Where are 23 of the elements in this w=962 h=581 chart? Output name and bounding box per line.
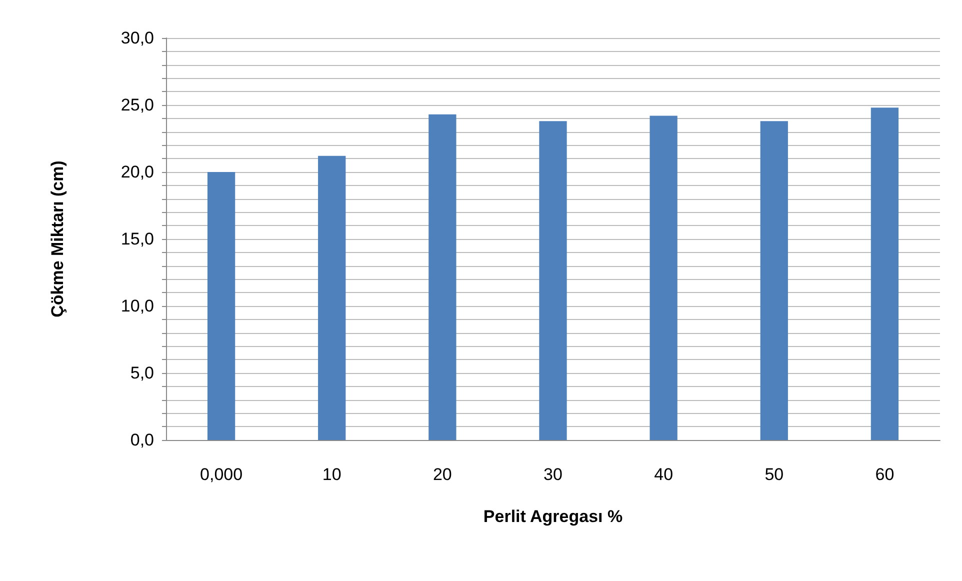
bar xyxy=(428,114,456,440)
bar xyxy=(318,156,346,440)
y-tick-label: 25,0 xyxy=(120,96,154,114)
y-tick-label: 10,0 xyxy=(120,296,154,316)
x-tick-label: 10 xyxy=(322,465,342,484)
x-tick-label: 60 xyxy=(875,465,894,484)
y-tick-label: 20,0 xyxy=(120,162,154,182)
x-tick-label: 40 xyxy=(654,465,674,484)
bar xyxy=(760,121,788,440)
x-tick-label: 20 xyxy=(432,465,452,484)
y-tick-label: 30,0 xyxy=(120,28,154,48)
bar xyxy=(539,121,567,440)
bar xyxy=(870,108,899,440)
bar xyxy=(207,172,236,440)
bar xyxy=(650,116,678,440)
x-tick-label: 50 xyxy=(764,465,784,484)
x-tick-label: 0,000 xyxy=(200,465,243,484)
y-tick-label: 15,0 xyxy=(120,230,154,248)
y-axis-title: Çökme Miktarı (cm) xyxy=(48,160,67,318)
y-tick-label: 0,0 xyxy=(130,430,154,450)
x-tick-label: 30 xyxy=(544,465,562,484)
y-tick-label: 5,0 xyxy=(130,364,154,382)
x-axis-title: Perlit Agregası % xyxy=(483,507,623,526)
